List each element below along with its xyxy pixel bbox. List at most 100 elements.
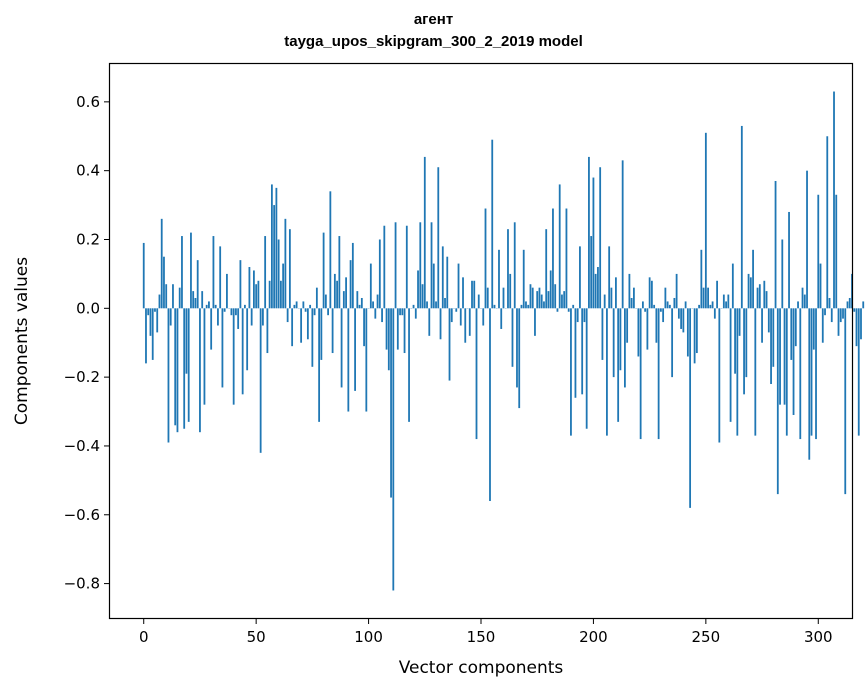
bar xyxy=(633,287,635,309)
bar xyxy=(230,308,233,316)
bar xyxy=(432,263,435,309)
bar xyxy=(659,308,662,312)
bar xyxy=(576,308,579,323)
bar xyxy=(464,308,467,343)
bar xyxy=(817,194,820,309)
bar xyxy=(358,304,361,309)
bar xyxy=(266,308,269,354)
bar xyxy=(565,208,568,309)
bar xyxy=(540,294,543,309)
bar xyxy=(253,270,255,309)
bar xyxy=(812,308,815,350)
bar xyxy=(304,308,307,312)
bar xyxy=(711,301,714,309)
bar xyxy=(181,236,183,309)
bar xyxy=(615,277,617,309)
bar xyxy=(401,308,404,316)
bar xyxy=(770,308,772,385)
bar xyxy=(383,225,386,309)
bar xyxy=(707,287,709,309)
bar xyxy=(507,229,509,309)
bar xyxy=(725,301,727,309)
bar xyxy=(500,308,503,329)
bar xyxy=(740,125,743,309)
bar xyxy=(176,308,179,433)
bar xyxy=(853,308,856,312)
bar xyxy=(338,236,341,309)
bar xyxy=(549,270,552,309)
bar xyxy=(142,242,145,309)
bar xyxy=(758,284,761,309)
bar xyxy=(855,308,858,347)
bar xyxy=(554,284,557,309)
bar xyxy=(700,249,703,309)
bar xyxy=(145,308,147,364)
bar xyxy=(311,308,314,367)
bar xyxy=(270,184,273,309)
y-tick-label: −0.4 xyxy=(64,437,100,455)
bar xyxy=(372,301,374,309)
bar xyxy=(363,308,365,347)
bar xyxy=(489,308,491,502)
bar xyxy=(217,308,219,326)
bar xyxy=(223,308,226,312)
bar xyxy=(239,260,242,309)
bar xyxy=(862,301,865,309)
bar xyxy=(610,287,613,309)
bar xyxy=(203,308,206,405)
bar xyxy=(790,308,793,360)
bar xyxy=(583,308,586,323)
bar xyxy=(246,308,249,371)
bar xyxy=(232,308,235,405)
bar xyxy=(709,304,712,309)
bar xyxy=(279,280,282,309)
bar xyxy=(547,291,550,309)
bar xyxy=(592,177,595,309)
bar xyxy=(333,273,336,309)
bar xyxy=(803,294,806,309)
bar xyxy=(763,280,766,309)
bar xyxy=(237,308,240,329)
bar xyxy=(167,308,170,443)
bar xyxy=(617,308,620,422)
bar xyxy=(484,208,487,309)
bar xyxy=(273,205,276,309)
bar xyxy=(860,308,862,340)
x-axis: 0 50 100 150 200 250 300 xyxy=(139,618,833,646)
bar xyxy=(300,308,303,343)
bar xyxy=(747,273,750,309)
bar xyxy=(392,308,395,591)
bar xyxy=(844,308,847,495)
bar xyxy=(664,287,667,309)
bar xyxy=(792,308,795,415)
bar xyxy=(187,308,190,422)
bar xyxy=(468,308,471,336)
bars-layer xyxy=(142,91,865,591)
bar xyxy=(192,291,195,309)
bar xyxy=(428,308,431,336)
bar xyxy=(369,263,372,309)
bar xyxy=(570,308,572,436)
bar xyxy=(806,170,808,309)
bar xyxy=(309,304,312,309)
bar xyxy=(349,260,352,309)
bar xyxy=(603,294,606,309)
bar xyxy=(262,308,264,326)
bar xyxy=(342,291,345,309)
bar xyxy=(450,308,453,323)
bar xyxy=(783,308,786,405)
bar xyxy=(390,308,392,498)
bar xyxy=(208,301,210,309)
bar xyxy=(626,308,629,343)
x-tick-label: 300 xyxy=(804,628,833,646)
x-tick-label: 0 xyxy=(139,628,149,646)
bar xyxy=(194,297,197,309)
bar xyxy=(340,308,343,388)
bar xyxy=(241,308,244,395)
bar xyxy=(331,308,334,354)
bar xyxy=(387,308,390,371)
bar xyxy=(749,277,752,309)
bar xyxy=(695,308,698,354)
bar xyxy=(529,284,532,309)
